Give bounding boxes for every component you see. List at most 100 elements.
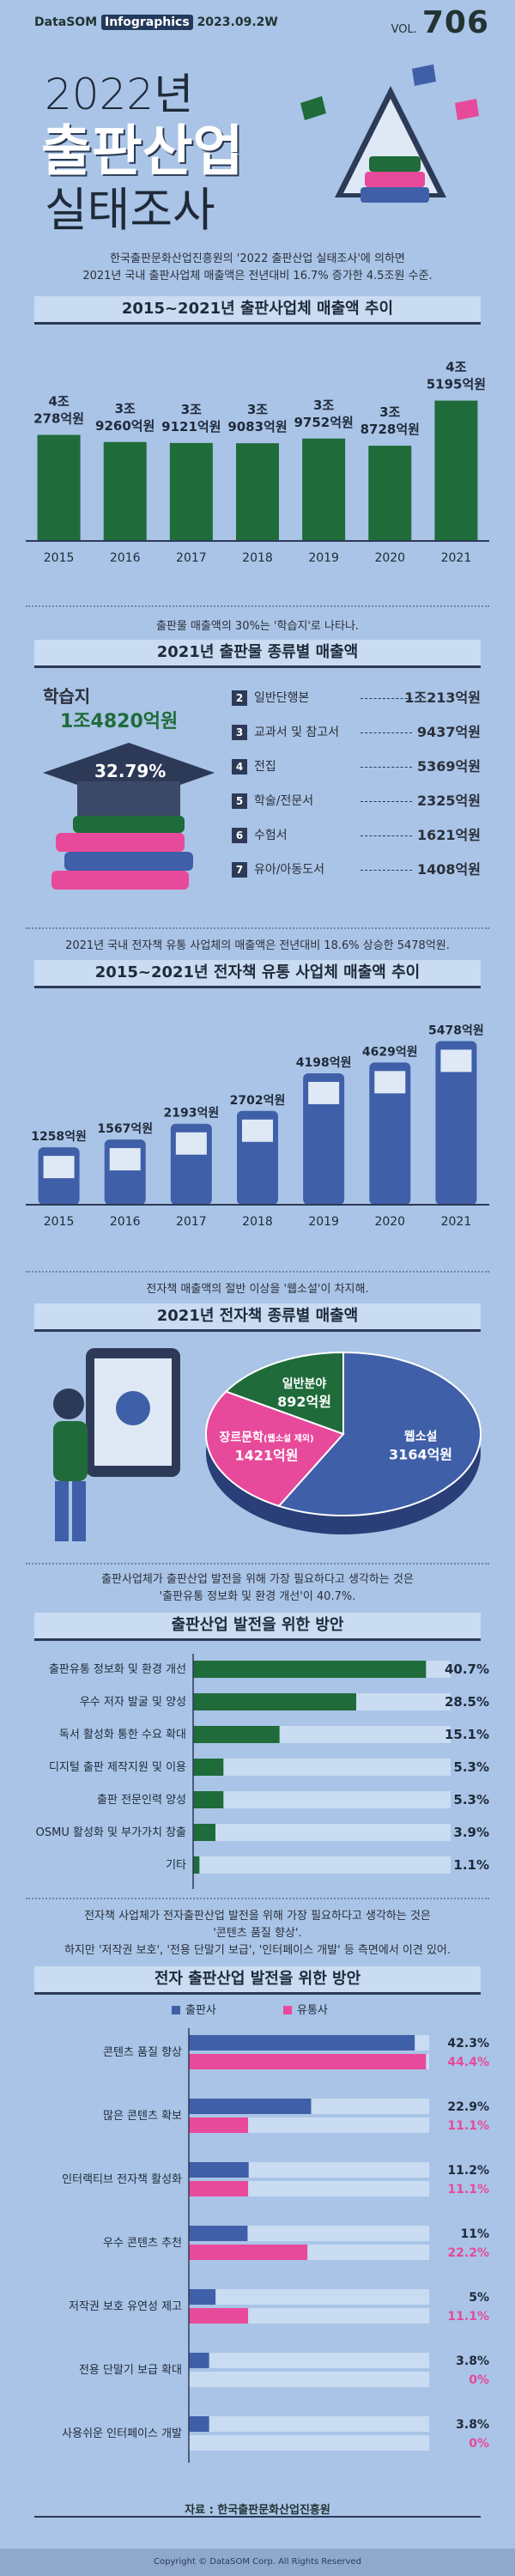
data-label-hundred-million: 5195억원 [427, 377, 486, 392]
featured-category: 학습지 1조4820억원 32.79% [34, 678, 223, 902]
note-5-line-2: '출판유통 정보화 및 환경 개선'이 40.7%. [159, 1590, 356, 1603]
legend-swatch-publisher [172, 2006, 180, 2014]
category-row: 4 전집 5369억원 [232, 754, 481, 780]
category-rank: 3 [232, 725, 247, 740]
section-note-2: 출판물 매출액의 30%는 '학습지'로 나타나. [155, 620, 360, 633]
category-row: 3 교과서 및 참고서 9437억원 [232, 720, 481, 745]
book-illustration [300, 64, 479, 203]
bar-revenue [37, 434, 81, 541]
data-label-value: 1258억원 [31, 1130, 87, 1144]
category-label: 우수 저자 발굴 및 양성 [80, 1696, 186, 1709]
data-label-value: 2193억원 [163, 1107, 219, 1121]
note-6-line-2: '콘텐츠 품질 향상'. [213, 1927, 302, 1940]
pie-slice-name: 일반분야 [282, 1376, 327, 1391]
bar-track [193, 1824, 451, 1841]
note-5-line-1: 출판사업체가 출판산업 발전을 위해 가장 필요하다고 생각하는 것은 [101, 1573, 414, 1586]
data-label-percent: 0% [469, 2437, 489, 2451]
data-label-hundred-million: 8728억원 [360, 422, 420, 437]
bar-value [193, 1759, 224, 1776]
divider-3 [26, 1271, 489, 1273]
tablet-reader-illustration [53, 1348, 180, 1541]
data-label-percent: 42.3% [447, 2037, 489, 2050]
category-label: 많은 콘텐츠 확보 [103, 2110, 182, 2123]
pie-slice [277, 1351, 482, 1516]
tablet-screen-icon [374, 1071, 406, 1094]
section-note-6: 전자책 사업체가 전자출판산업 발전을 위해 가장 필요하다고 생각하는 것은 … [26, 1908, 489, 1959]
bar-value [189, 2245, 308, 2260]
leader-line [360, 835, 412, 836]
tick-label-year: 2015 [44, 551, 75, 565]
divider-1 [26, 605, 489, 607]
copyright: Copyright © DataSOM Corp. All Rights Res… [154, 2557, 361, 2567]
bar-track [189, 2226, 429, 2241]
bar-value [189, 2035, 415, 2050]
category-rank: 5 [232, 793, 247, 809]
issue-date: 2023.09.2W [197, 15, 278, 29]
data-label-hundred-million: 9083억원 [227, 419, 287, 434]
data-label-percent: 28.5% [445, 1694, 489, 1710]
title-year: 2022년 [45, 70, 194, 119]
category-label: 독서 활성화 통한 수요 확대 [59, 1728, 186, 1741]
bar-track [189, 2181, 429, 2196]
chart-revenue-trend: 20154조278억원20163조9260억원20173조9121억원20183… [26, 360, 489, 565]
title-sub: 실태조사 [45, 183, 215, 237]
category-rank: 6 [232, 828, 247, 843]
leader-line [360, 767, 412, 768]
category-label: 기타 [166, 1859, 186, 1872]
chart-ebook-revenue-trend: 2015 1258억원 2016 1567억원 2017 2193억원 2018 2702억원… [26, 1024, 489, 1229]
category-rank: 2 [232, 690, 247, 706]
bar-value [189, 2054, 427, 2069]
divider-4 [26, 1563, 489, 1564]
data-label-percent: 22.9% [447, 2100, 489, 2114]
category-rank: 7 [232, 862, 247, 878]
data-label-percent: 11.1% [447, 2310, 489, 2324]
tick-label-year: 2021 [441, 551, 472, 565]
data-label-percent: 5.3% [453, 1792, 489, 1807]
data-label-value: 4629억원 [362, 1045, 418, 1059]
data-label-percent: 3.8% [456, 2418, 489, 2432]
bar-value [193, 1791, 224, 1808]
category-label: 출판 전문인력 양성 [97, 1794, 186, 1807]
data-label-trillion: 4조 [445, 360, 466, 375]
bar-track [189, 2289, 429, 2305]
bar-track [189, 2372, 429, 2387]
bar-ebook-revenue [303, 1072, 345, 1205]
bar-revenue [236, 443, 279, 541]
pie-slice-name: 장르문학(웹소설 제외) [219, 1431, 313, 1445]
note-6-line-1: 전자책 사업체가 전자출판산업 발전을 위해 가장 필요하다고 생각하는 것은 [84, 1910, 431, 1923]
section-title-3: 2015~2021년 전자책 유통 사업체 매출액 추이 [34, 960, 481, 988]
category-name: 일반단행본 [254, 691, 310, 705]
pie-slice-name-sub: (웹소설 제외) [264, 1433, 314, 1444]
divider-2 [26, 927, 489, 929]
tick-label-year: 2020 [374, 551, 405, 565]
category-row: 5 학술/전문서 2325억원 [232, 788, 481, 814]
tick-label-year: 2021 [441, 1215, 472, 1229]
data-label-percent: 44.4% [447, 2056, 489, 2069]
data-label-trillion: 3조 [181, 402, 202, 417]
note-6-line-3: 하지만 '저작권 보호', '전용 단말기 보급', '인터페이스 개발' 등 … [64, 1944, 451, 1957]
category-value: 5369억원 [417, 758, 481, 775]
category-label: 콘텐츠 품질 향상 [103, 2046, 182, 2059]
top-bar: DataSOM Infographics 2023.09.2W VOL. 706 [0, 0, 515, 45]
chart-ebook-type-pie: 웹소설 3164억원 장르문학(웹소설 제외) 1421억원 일반분야 892억원 [205, 1351, 482, 1534]
legend-swatch-distributor [283, 2006, 292, 2014]
brand-name: DataSOM [34, 15, 98, 29]
leader-line [360, 732, 412, 733]
tablet-screen-icon [242, 1119, 273, 1142]
data-label-percent: 5% [469, 2291, 489, 2305]
bar-revenue [434, 400, 478, 541]
category-label: OSMU 활성화 및 부가가치 창출 [36, 1826, 186, 1839]
data-label-percent: 11.2% [447, 2164, 489, 2178]
featured-name: 학습지 [43, 686, 91, 707]
bar-track [193, 1759, 451, 1776]
tablet-screen-icon [308, 1081, 340, 1104]
volume: VOL. 706 [391, 5, 489, 40]
section-title-2: 2021년 출판물 종류별 매출액 [34, 640, 481, 668]
volume-label: VOL. [391, 23, 417, 36]
data-label-trillion: 3조 [115, 401, 136, 416]
bar-revenue [302, 438, 346, 541]
section-note-4: 전자책 매출액의 절반 이상을 '웹소설'이 차지해. [146, 1283, 369, 1296]
divider-5 [26, 1898, 489, 1899]
pie-slice [224, 1351, 344, 1436]
